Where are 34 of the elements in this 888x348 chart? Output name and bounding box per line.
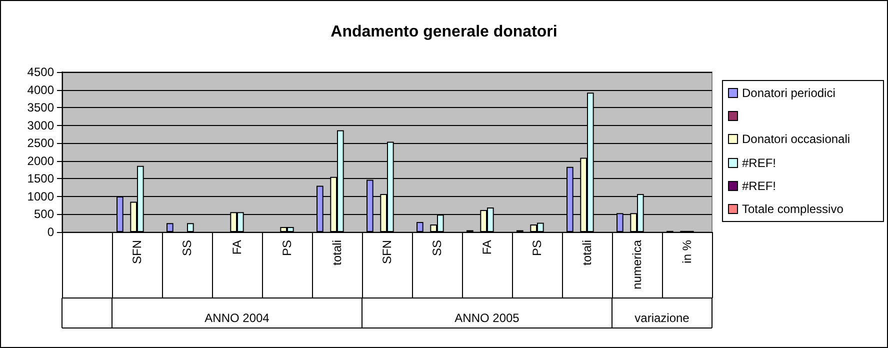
bar — [416, 222, 424, 232]
x-tick-label: totali — [580, 240, 594, 266]
legend-label: Donatori occasionali — [742, 132, 850, 146]
legend-label: #REF! — [742, 178, 776, 193]
legend-label: #REF! — [742, 156, 776, 170]
y-tick-label: 4000 — [27, 82, 54, 97]
bar — [187, 223, 194, 232]
x-tick-label: FA — [480, 240, 494, 255]
x-tick-label: FA — [230, 240, 244, 255]
y-tick-label: 2500 — [27, 136, 54, 150]
x-tick-label: SFN — [130, 240, 144, 264]
x-tick-label: totali — [330, 240, 344, 266]
x-tick-label: SFN — [380, 240, 394, 264]
y-tick-label: 3000 — [27, 118, 54, 132]
y-tick-label: 4500 — [27, 65, 54, 79]
text: variazione — [634, 311, 690, 325]
chart-title: Andamento generale donatori — [330, 24, 558, 40]
text: ANNO 2005 — [454, 311, 520, 325]
y-tick-label: 2000 — [27, 154, 54, 168]
legend-label: Donatori periodici — [742, 86, 836, 100]
legend-label: Totale complessivo — [742, 202, 844, 216]
x-tick-label: in % — [680, 240, 694, 264]
x-tick-label: PS — [530, 240, 544, 256]
x-tick-label: PS — [280, 240, 294, 256]
y-tick-label: 1000 — [27, 189, 54, 204]
y-tick-label: 500 — [34, 207, 54, 222]
x-tick-label: SS — [180, 240, 194, 256]
bar — [166, 223, 174, 232]
y-tick-label: 1500 — [27, 172, 54, 186]
y-tick-label: 3500 — [27, 100, 54, 115]
x-tick-label: SS — [430, 240, 444, 256]
x-tick-label: numerica — [630, 240, 644, 290]
text: ANNO 2004 — [204, 311, 270, 325]
y-tick-label: 0 — [47, 225, 54, 239]
